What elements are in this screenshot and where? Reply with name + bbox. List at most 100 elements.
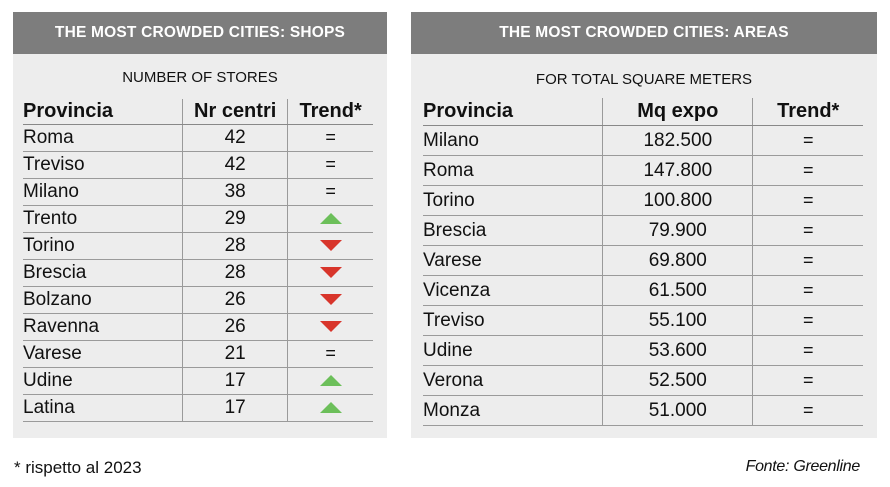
value-cell: 55.100 — [602, 305, 753, 336]
provincia-cell: Milano — [23, 178, 183, 206]
provincia-cell: Treviso — [23, 151, 183, 179]
trend-cell — [287, 394, 373, 422]
trend-cell: = — [287, 124, 373, 152]
equal-icon: = — [802, 369, 814, 390]
table-row: Roma 42 = — [23, 124, 373, 152]
provincia-cell: Trento — [23, 205, 183, 233]
equal-icon: = — [325, 154, 336, 174]
table-row: Vicenza 61.500 = — [423, 275, 863, 306]
table-row: Monza 51.000 = — [423, 395, 863, 426]
areas-header-mq-expo: Mq expo — [602, 98, 753, 126]
source-credit: Fonte: Greenline — [745, 458, 861, 475]
provincia-cell: Milano — [423, 125, 603, 156]
areas-header-row: Provincia Mq expo Trend* — [423, 98, 863, 126]
value-cell: 17 — [182, 394, 288, 422]
trend-cell — [287, 286, 373, 314]
value-cell: 29 — [182, 205, 288, 233]
value-cell: 42 — [182, 124, 288, 152]
provincia-cell: Treviso — [423, 305, 603, 336]
table-row: Milano 182.500 = — [423, 125, 863, 156]
table-row: Torino 28 — [23, 232, 373, 260]
table-row: Udine 53.600 = — [423, 335, 863, 366]
equal-icon: = — [325, 181, 336, 201]
provincia-cell: Varese — [423, 245, 603, 276]
trend-down-icon — [319, 294, 342, 306]
trend-cell: = — [287, 340, 373, 368]
table-row: Brescia 28 — [23, 259, 373, 287]
provincia-cell: Roma — [423, 155, 603, 186]
provincia-cell: Brescia — [423, 215, 603, 246]
value-cell: 147.800 — [602, 155, 753, 186]
footnote: * rispetto al 2023 — [14, 458, 142, 477]
trend-cell — [287, 205, 373, 233]
equal-icon: = — [802, 399, 814, 420]
table-row: Varese 21 = — [23, 340, 373, 368]
equal-icon: = — [802, 249, 814, 270]
value-cell: 53.600 — [602, 335, 753, 366]
equal-icon: = — [325, 127, 336, 147]
trend-up-icon — [319, 402, 342, 414]
value-cell: 26 — [182, 286, 288, 314]
provincia-cell: Brescia — [23, 259, 183, 287]
equal-icon: = — [802, 339, 814, 360]
table-row: Treviso 42 = — [23, 151, 373, 179]
areas-header-trend: Trend* — [752, 98, 863, 126]
table-row: Torino 100.800 = — [423, 185, 863, 216]
trend-cell: = — [752, 155, 863, 186]
trend-cell — [287, 259, 373, 287]
equal-icon: = — [802, 309, 814, 330]
areas-table: Provincia Mq expo Trend* Milano 182.500 = R… — [423, 98, 863, 426]
trend-down-icon — [319, 321, 342, 333]
provincia-cell: Roma — [23, 124, 183, 152]
trend-cell: = — [752, 395, 863, 426]
table-row: Latina 17 — [23, 394, 373, 422]
value-cell: 79.900 — [602, 215, 753, 246]
table-row: Roma 147.800 = — [423, 155, 863, 186]
table-row: Brescia 79.900 = — [423, 215, 863, 246]
trend-cell — [287, 232, 373, 260]
trend-cell: = — [287, 151, 373, 179]
trend-cell: = — [752, 275, 863, 306]
trend-cell: = — [752, 335, 863, 366]
shops-panel: THE MOST CROWDED CITIES: SHOPS NUMBER OF… — [13, 12, 387, 438]
shops-header-nr-centri: Nr centri — [182, 99, 288, 125]
equal-icon: = — [802, 129, 814, 150]
equal-icon: = — [802, 189, 814, 210]
value-cell: 100.800 — [602, 185, 753, 216]
provincia-cell: Vicenza — [423, 275, 603, 306]
value-cell: 21 — [182, 340, 288, 368]
provincia-cell: Varese — [23, 340, 183, 368]
trend-cell — [287, 313, 373, 341]
value-cell: 17 — [182, 367, 288, 395]
provincia-cell: Latina — [23, 394, 183, 422]
areas-subtitle: FOR TOTAL SQUARE METERS — [535, 71, 753, 88]
shops-header-provincia: Provincia — [23, 99, 183, 125]
equal-icon: = — [802, 219, 814, 240]
table-row: Treviso 55.100 = — [423, 305, 863, 336]
provincia-cell: Ravenna — [23, 313, 183, 341]
value-cell: 28 — [182, 232, 288, 260]
table-row: Verona 52.500 = — [423, 365, 863, 396]
value-cell: 38 — [182, 178, 288, 206]
table-row: Trento 29 — [23, 205, 373, 233]
shops-header-row: Provincia Nr centri Trend* — [23, 99, 373, 125]
provincia-cell: Torino — [423, 185, 603, 216]
table-row: Varese 69.800 = — [423, 245, 863, 276]
trend-cell: = — [752, 365, 863, 396]
table-row: Udine 17 — [23, 367, 373, 395]
value-cell: 61.500 — [602, 275, 753, 306]
value-cell: 28 — [182, 259, 288, 287]
provincia-cell: Bolzano — [23, 286, 183, 314]
areas-title: THE MOST CROWDED CITIES: AREAS — [411, 12, 877, 54]
provincia-cell: Udine — [23, 367, 183, 395]
trend-cell: = — [752, 215, 863, 246]
shops-title: THE MOST CROWDED CITIES: SHOPS — [13, 12, 387, 54]
equal-icon: = — [802, 159, 814, 180]
value-cell: 51.000 — [602, 395, 753, 426]
shops-subtitle: NUMBER OF STORES — [122, 69, 278, 86]
trend-cell: = — [752, 185, 863, 216]
trend-cell — [287, 367, 373, 395]
areas-panel: THE MOST CROWDED CITIES: AREAS FOR TOTAL… — [411, 12, 877, 438]
provincia-cell: Verona — [423, 365, 603, 396]
trend-up-icon — [319, 213, 342, 225]
